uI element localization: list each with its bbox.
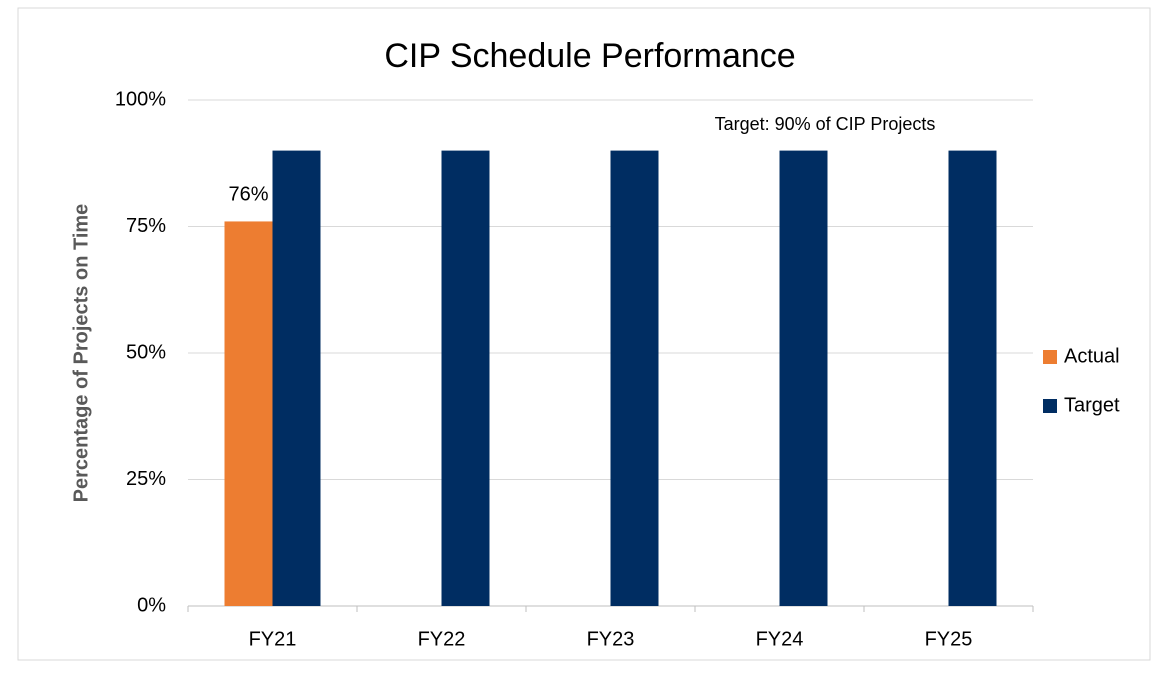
legend-label: Actual [1064,345,1120,367]
legend-swatch [1043,350,1057,364]
y-tick-label: 75% [126,215,166,237]
data-label: 76% [228,184,268,206]
annotation: Target: 90% of CIP Projects [715,114,936,134]
y-tick-label: 100% [115,88,166,110]
y-tick-label: 0% [137,594,166,616]
bar [948,150,997,606]
legend-swatch [1043,399,1057,413]
legend-label: Target [1064,394,1120,416]
y-tick-label: 25% [126,468,166,490]
bar [224,221,273,606]
y-tick-label: 50% [126,341,166,363]
bar [610,150,659,606]
y-axis-label: Percentage of Projects on Time [70,204,92,503]
x-tick-label: FY21 [249,628,297,650]
x-tick-label: FY25 [925,628,973,650]
chart-title: CIP Schedule Performance [384,37,795,75]
bar [272,150,321,606]
x-tick-label: FY22 [418,628,466,650]
x-tick-label: FY23 [587,628,635,650]
chart-frame [17,7,1151,661]
bar [779,150,828,606]
x-tick-label: FY24 [756,628,804,650]
bar [441,150,490,606]
